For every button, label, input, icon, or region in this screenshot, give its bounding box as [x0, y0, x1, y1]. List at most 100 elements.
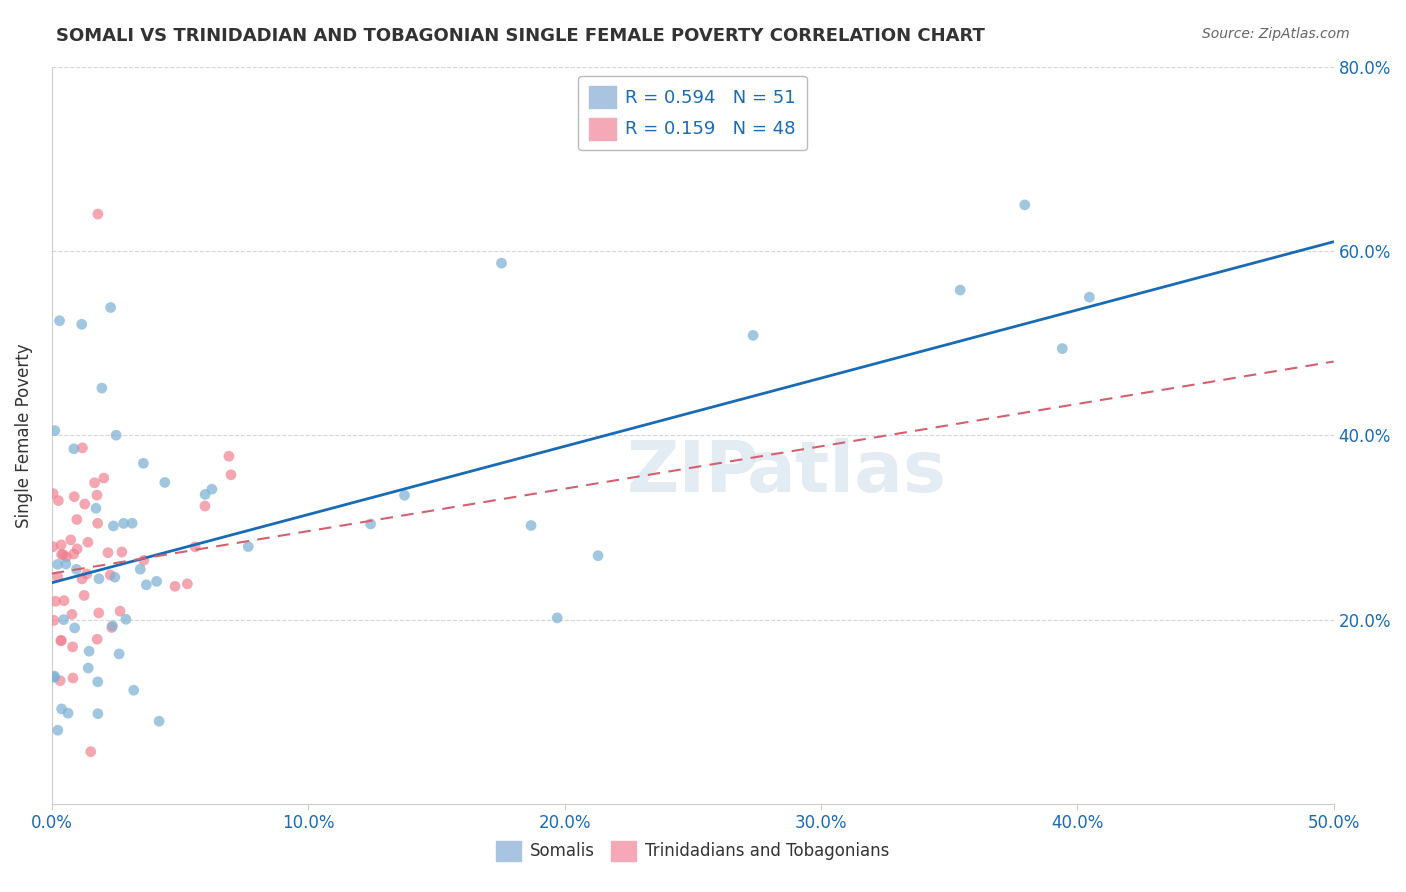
- Text: SOMALI VS TRINIDADIAN AND TOBAGONIAN SINGLE FEMALE POVERTY CORRELATION CHART: SOMALI VS TRINIDADIAN AND TOBAGONIAN SIN…: [56, 27, 986, 45]
- Point: [51, 633, 73, 648]
- Point: [87, 674, 110, 689]
- Point: [949, 283, 972, 297]
- Point: [87, 207, 110, 221]
- Point: [77, 661, 100, 675]
- Point: [87, 572, 110, 586]
- Point: [546, 611, 568, 625]
- Point: [66, 541, 89, 556]
- Point: [51, 702, 73, 716]
- Point: [394, 488, 416, 502]
- Point: [135, 578, 157, 592]
- Point: [108, 604, 131, 618]
- Point: [97, 546, 120, 560]
- Point: [101, 619, 124, 633]
- Point: [83, 475, 105, 490]
- Point: [129, 562, 152, 576]
- Point: [132, 456, 155, 470]
- Point: [218, 449, 240, 463]
- Point: [52, 548, 75, 562]
- Point: [238, 540, 260, 554]
- Point: [111, 545, 134, 559]
- Point: [42, 613, 65, 627]
- Point: [62, 547, 84, 561]
- Point: [87, 606, 110, 620]
- Point: [55, 549, 77, 564]
- Text: ZIP: ZIP: [627, 438, 759, 507]
- Point: [145, 574, 167, 589]
- Point: [86, 488, 108, 502]
- Point: [44, 424, 66, 438]
- Point: [48, 493, 70, 508]
- Point: [51, 548, 73, 562]
- Point: [103, 519, 125, 533]
- Point: [586, 549, 609, 563]
- Point: [104, 570, 127, 584]
- Text: Source: ZipAtlas.com: Source: ZipAtlas.com: [1202, 27, 1350, 41]
- Point: [105, 428, 128, 442]
- Point: [65, 562, 87, 576]
- Point: [56, 706, 79, 721]
- Legend: R = 0.594   N = 51, R = 0.159   N = 48: R = 0.594 N = 51, R = 0.159 N = 48: [578, 76, 807, 151]
- Point: [121, 516, 143, 531]
- Point: [219, 467, 242, 482]
- Point: [46, 570, 69, 584]
- Point: [98, 568, 121, 582]
- Point: [62, 671, 84, 685]
- Point: [51, 538, 73, 552]
- Point: [60, 607, 83, 622]
- Point: [1052, 342, 1074, 356]
- Point: [520, 518, 543, 533]
- Point: [49, 633, 72, 648]
- Point: [108, 647, 131, 661]
- Point: [46, 558, 69, 572]
- Point: [122, 683, 145, 698]
- Y-axis label: Single Female Poverty: Single Female Poverty: [15, 343, 32, 527]
- Point: [87, 706, 110, 721]
- Point: [93, 471, 115, 485]
- Point: [194, 487, 217, 501]
- Point: [44, 671, 66, 685]
- Point: [55, 557, 77, 571]
- Point: [70, 318, 93, 332]
- Point: [77, 535, 100, 549]
- Point: [63, 442, 86, 456]
- Point: [84, 501, 107, 516]
- Point: [49, 673, 72, 688]
- Point: [53, 593, 76, 607]
- Point: [360, 516, 382, 531]
- Point: [742, 328, 765, 343]
- Point: [62, 640, 84, 654]
- Point: [148, 714, 170, 729]
- Point: [153, 475, 176, 490]
- Point: [1014, 198, 1036, 212]
- Point: [73, 589, 96, 603]
- Point: [115, 612, 138, 626]
- Point: [72, 441, 94, 455]
- Point: [42, 486, 65, 500]
- Text: atlas: atlas: [747, 438, 946, 507]
- Point: [80, 745, 103, 759]
- Point: [112, 516, 135, 531]
- Point: [59, 533, 82, 547]
- Point: [46, 723, 69, 738]
- Point: [201, 482, 224, 496]
- Point: [491, 256, 513, 270]
- Point: [132, 553, 155, 567]
- Point: [194, 499, 217, 513]
- Point: [86, 632, 108, 647]
- Point: [44, 669, 66, 683]
- Point: [100, 301, 122, 315]
- Point: [176, 577, 198, 591]
- Point: [86, 516, 108, 531]
- Point: [76, 567, 98, 582]
- Point: [63, 621, 86, 635]
- Point: [63, 490, 86, 504]
- Point: [100, 620, 122, 634]
- Point: [48, 314, 70, 328]
- Point: [52, 613, 75, 627]
- Point: [70, 572, 93, 586]
- Point: [163, 579, 186, 593]
- Point: [45, 594, 67, 608]
- Point: [66, 512, 89, 526]
- Point: [184, 540, 207, 554]
